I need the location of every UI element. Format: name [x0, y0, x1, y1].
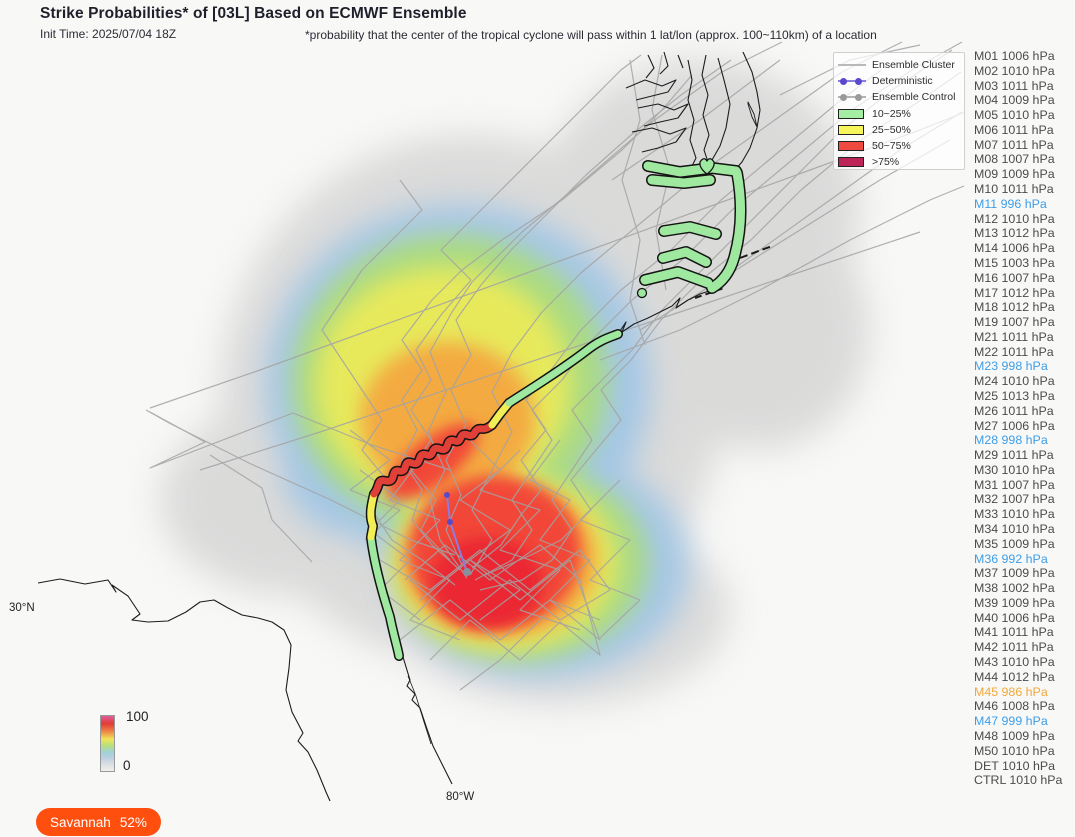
badge-probability: 52% — [119, 814, 147, 830]
member-row-m30: M30 1010 hPa — [974, 462, 1055, 477]
member-row-m33: M33 1010 hPa — [974, 507, 1055, 522]
legend-swatch — [838, 124, 866, 136]
member-row-m08: M08 1007 hPa — [974, 152, 1055, 167]
member-row-m16: M16 1007 hPa — [974, 270, 1055, 285]
member-row-m47: M47 999 hPa — [974, 714, 1048, 729]
legend-line-marker — [838, 59, 866, 71]
member-row-m46: M46 1008 hPa — [974, 699, 1055, 714]
member-row-m12: M12 1010 hPa — [974, 211, 1055, 226]
latitude-label: 30°N — [9, 602, 35, 614]
member-row-m29: M29 1011 hPa — [974, 448, 1054, 463]
longitude-label: 80°W — [446, 791, 475, 803]
member-row-m38: M38 1002 hPa — [974, 581, 1055, 596]
legend-swatch — [838, 156, 866, 168]
legend-line-marker — [838, 75, 866, 87]
member-row-m27: M27 1006 hPa — [974, 418, 1055, 433]
legend-item: Deterministic — [838, 73, 964, 89]
member-row-m42: M42 1011 hPa — [974, 640, 1054, 655]
member-row-m09: M09 1009 hPa — [974, 167, 1055, 182]
legend-item: Ensemble Control — [838, 89, 964, 105]
member-row-m10: M10 1011 hPa — [974, 182, 1054, 197]
legend-label: 25~50% — [872, 123, 911, 136]
legend-label: Deterministic — [872, 75, 933, 88]
member-row-m17: M17 1012 hPa — [974, 285, 1055, 300]
probability-heatmap — [160, 60, 870, 705]
colorbar-max-label: 100 — [126, 709, 149, 724]
legend-line-marker — [838, 91, 866, 103]
member-row-m03: M03 1011 hPa — [974, 78, 1054, 93]
legend-item: 10~25% — [838, 106, 964, 122]
colorbar-min-label: 0 — [123, 758, 131, 773]
member-row-m18: M18 1012 hPa — [974, 300, 1055, 315]
member-row-m41: M41 1011 hPa — [974, 625, 1054, 640]
member-row-m26: M26 1011 hPa — [974, 403, 1054, 418]
legend-label: 10~25% — [872, 107, 911, 120]
member-row-m07: M07 1011 hPa — [974, 137, 1054, 152]
member-row-m19: M19 1007 hPa — [974, 315, 1055, 330]
member-row-ctrl: CTRL 1010 hPa — [974, 773, 1063, 788]
ensemble-member-list: M01 1006 hPa M02 1010 hPa M03 1011 hPa M04 … — [974, 49, 1074, 788]
member-row-m36: M36 992 hPa — [974, 551, 1048, 566]
member-row-m50: M50 1010 hPa — [974, 743, 1055, 758]
member-row-m43: M43 1010 hPa — [974, 655, 1055, 670]
member-row-m44: M44 1012 hPa — [974, 669, 1055, 684]
legend-item: 25~50% — [838, 122, 964, 138]
legend-item: >75% — [838, 154, 964, 170]
member-row-m04: M04 1009 hPa — [974, 93, 1055, 108]
legend-label: >75% — [872, 156, 900, 169]
member-row-m40: M40 1006 hPa — [974, 610, 1055, 625]
member-row-m02: M02 1010 hPa — [974, 63, 1055, 78]
member-row-m22: M22 1011 hPa — [974, 344, 1054, 359]
coast-strike-bands — [365, 329, 623, 661]
member-row-m32: M32 1007 hPa — [974, 492, 1055, 507]
legend-item: 50~75% — [838, 138, 964, 154]
init-time: Init Time: 2025/07/04 18Z — [40, 27, 177, 41]
member-row-m45: M45 986 hPa — [974, 684, 1048, 699]
member-row-m34: M34 1010 hPa — [974, 522, 1055, 536]
sounds-strike-areas — [636, 158, 747, 299]
map-legend: Ensemble Cluster Deterministic Ensemble Co… — [833, 52, 965, 170]
member-row-m39: M39 1009 hPa — [974, 595, 1055, 610]
legend-label: 50~75% — [872, 140, 911, 153]
member-row-m13: M13 1012 hPa — [974, 226, 1055, 241]
legend-item: Ensemble Cluster — [838, 57, 964, 73]
member-row-det: DET 1010 hPa — [974, 758, 1056, 773]
member-row-m06: M06 1011 hPa — [974, 122, 1054, 137]
location-probability-badge: Savannah 52% — [36, 808, 161, 836]
probability-colorbar — [100, 715, 115, 772]
legend-label: Ensemble Control — [872, 91, 956, 104]
member-row-m15: M15 1003 hPa — [974, 255, 1055, 270]
page-title: Strike Probabilities* of [03L] Based on … — [40, 5, 467, 22]
member-row-m31: M31 1007 hPa — [974, 477, 1055, 492]
member-row-m37: M37 1009 hPa — [974, 566, 1055, 581]
legend-swatch — [838, 140, 866, 152]
member-row-m28: M28 998 hPa — [974, 433, 1048, 448]
member-row-m11: M11 996 hPa — [974, 196, 1047, 211]
member-row-m25: M25 1013 hPa — [974, 388, 1055, 403]
member-row-m14: M14 1006 hPa — [974, 241, 1055, 256]
footnote: *probability that the center of the trop… — [305, 28, 877, 42]
ensemble-tracks — [145, 41, 966, 691]
legend-swatch — [838, 108, 866, 120]
badge-location: Savannah — [50, 814, 111, 830]
ensemble-control-marker — [463, 568, 471, 576]
member-row-m23: M23 998 hPa — [974, 359, 1048, 374]
member-row-m35: M35 1009 hPa — [974, 536, 1055, 551]
member-row-m48: M48 1009 hPa — [974, 728, 1055, 743]
member-row-m01: M01 1006 hPa — [974, 49, 1055, 63]
member-row-m24: M24 1010 hPa — [974, 374, 1055, 389]
member-row-m05: M05 1010 hPa — [974, 108, 1055, 123]
member-row-m21: M21 1011 hPa — [974, 329, 1054, 344]
legend-label: Ensemble Cluster — [872, 59, 955, 72]
